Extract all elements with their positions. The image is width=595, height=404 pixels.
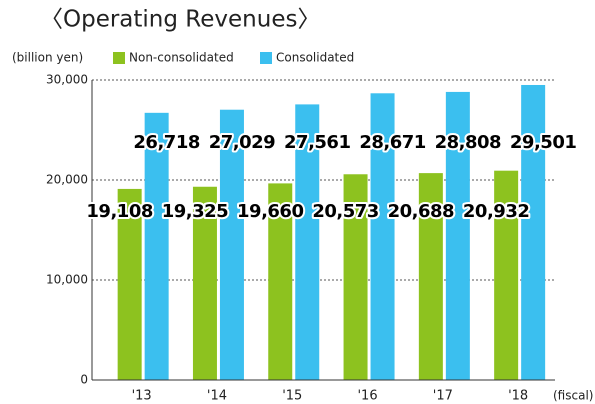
chart-title: 〈Operating Revenues〉: [40, 7, 320, 33]
x-tick-label: '14: [207, 389, 227, 404]
value-label: 26,718: [133, 132, 199, 153]
x-tick-label: '15: [282, 389, 302, 404]
bar: [370, 93, 395, 380]
x-tick-label: '16: [357, 389, 377, 404]
y-tick-label: 0: [80, 373, 88, 387]
bar: [445, 91, 470, 381]
x-tick-label: '17: [433, 389, 453, 404]
value-label: 27,029: [209, 132, 275, 153]
value-label: 20,932: [463, 201, 529, 222]
bar: [418, 173, 443, 380]
bar: [192, 186, 217, 380]
value-label: 19,325: [162, 201, 228, 222]
bar: [144, 112, 169, 380]
bar: [219, 109, 244, 381]
bar: [494, 170, 519, 380]
y-tick-label: 10,000: [46, 273, 88, 287]
bar: [521, 84, 546, 381]
y-tick-label: 20,000: [46, 173, 88, 187]
value-label: 27,561: [284, 132, 350, 153]
value-label: 20,573: [312, 201, 378, 222]
bar: [343, 174, 368, 380]
value-label: 28,671: [359, 132, 425, 153]
x-tick-label: '18: [508, 389, 528, 404]
legend-label: Consolidated: [276, 51, 354, 65]
legend-swatch: [113, 52, 125, 64]
y-axis-label: (billion yen): [12, 51, 83, 65]
y-tick-label: 30,000: [46, 73, 88, 87]
legend-label: Non-consolidated: [129, 51, 234, 65]
value-label: 29,501: [510, 132, 576, 153]
value-label: 19,108: [86, 201, 152, 222]
bar: [295, 104, 320, 380]
bar: [117, 188, 142, 380]
legend-swatch: [260, 52, 272, 64]
x-axis-label: (fiscal): [553, 389, 593, 403]
x-tick-label: '13: [132, 389, 152, 404]
value-label: 19,660: [237, 201, 303, 222]
value-label: 20,688: [388, 201, 454, 222]
value-label: 28,808: [435, 132, 501, 153]
bar: [268, 183, 293, 380]
